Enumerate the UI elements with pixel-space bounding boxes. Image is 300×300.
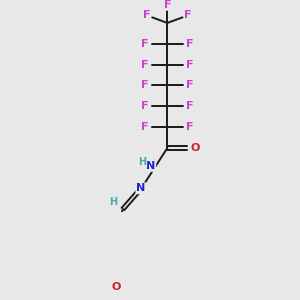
Text: F: F: [141, 122, 149, 132]
Text: O: O: [190, 143, 200, 153]
Text: F: F: [186, 80, 193, 90]
Text: F: F: [184, 10, 192, 20]
Text: F: F: [141, 101, 149, 111]
Text: F: F: [141, 80, 149, 90]
Text: F: F: [186, 101, 193, 111]
Text: H: H: [138, 157, 146, 167]
Text: F: F: [143, 10, 150, 20]
Text: H: H: [109, 197, 117, 207]
Text: N: N: [136, 183, 146, 193]
Text: F: F: [141, 39, 149, 49]
Text: O: O: [111, 282, 121, 292]
Text: F: F: [186, 39, 193, 49]
Text: N: N: [146, 161, 155, 171]
Text: F: F: [141, 60, 149, 70]
Text: F: F: [186, 122, 193, 132]
Text: F: F: [186, 60, 193, 70]
Text: F: F: [164, 0, 171, 10]
